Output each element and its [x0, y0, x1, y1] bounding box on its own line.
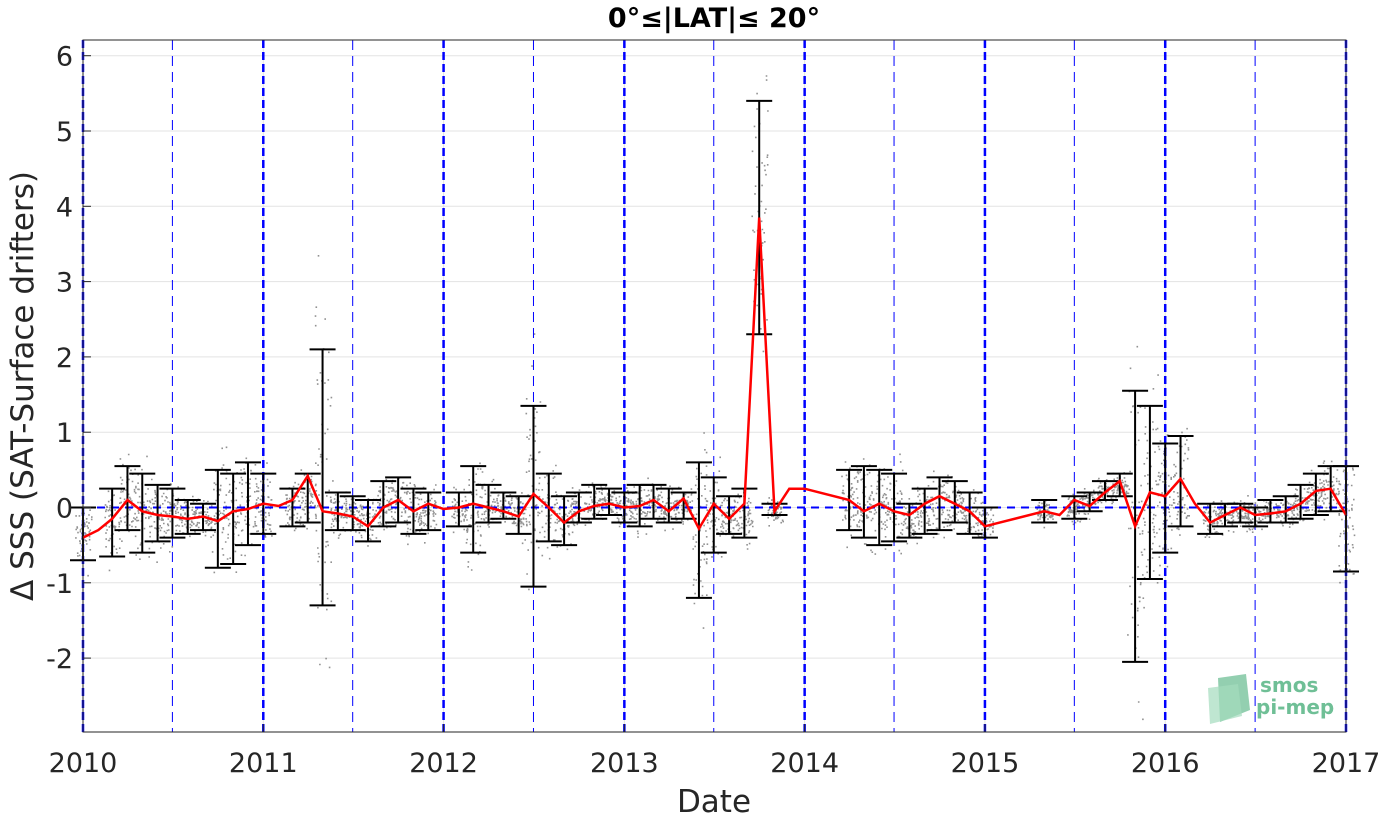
- errorbar: [956, 491, 983, 535]
- errorbar: [700, 476, 727, 554]
- errorbar: [1242, 506, 1269, 528]
- errorbar: [1272, 495, 1299, 524]
- errorbar: [1287, 483, 1314, 520]
- errorbar: [475, 483, 502, 524]
- x-tick-label: 2010: [49, 748, 118, 779]
- mean-line: [82, 217, 1348, 539]
- errorbar: [370, 480, 397, 528]
- errorbar: [339, 495, 366, 532]
- errorbar-series: [70, 99, 1359, 663]
- y-tick-label: 1: [56, 418, 73, 449]
- errorbar: [279, 487, 306, 528]
- y-tick-label: 3: [56, 268, 73, 299]
- plot-frame: [82, 39, 1347, 733]
- errorbar: [204, 468, 231, 569]
- x-tick-label: 2017: [1312, 748, 1381, 779]
- scatter-cloud: [75, 75, 1356, 721]
- errorbar: [99, 487, 126, 558]
- errorbar: [309, 348, 336, 607]
- errorbar: [581, 483, 608, 520]
- y-tick-label: -1: [46, 569, 73, 600]
- errorbar: [1152, 442, 1179, 554]
- errorbar: [234, 461, 261, 547]
- errorbar: [565, 491, 592, 524]
- errorbar: [640, 483, 667, 520]
- errorbar: [866, 468, 893, 547]
- x-tick-label: 2015: [951, 748, 1020, 779]
- y-tick-label: 0: [56, 494, 73, 525]
- x-tick-label: 2013: [590, 748, 659, 779]
- scatter-points: [75, 75, 1356, 721]
- x-axis-label: Date: [677, 784, 751, 818]
- logo-text-smos: smos: [1260, 673, 1318, 697]
- y-axis-label: Δ SSS (SAT-Surface drifters): [5, 171, 41, 601]
- y-tick-label: 6: [56, 42, 73, 73]
- y-tick-label: -2: [46, 644, 73, 675]
- errorbar: [655, 487, 682, 524]
- errorbar: [941, 480, 968, 524]
- x-tick-label: 2014: [770, 748, 839, 779]
- errorbar: [1076, 491, 1103, 513]
- errorbar: [596, 487, 623, 517]
- smos-pi-mep-logo: smos pi-mep: [1208, 673, 1334, 724]
- errorbar: [445, 491, 472, 528]
- mean-line-series: [82, 217, 1348, 539]
- x-axis-ticks: 2010 2011 2012 2013 2014 2015 2016 2017: [49, 724, 1381, 779]
- errorbar: [460, 465, 487, 554]
- errorbar: [159, 487, 186, 539]
- errorbar: [174, 498, 201, 535]
- errorbar: [415, 491, 442, 532]
- errorbar: [144, 483, 171, 543]
- errorbar: [355, 498, 382, 543]
- y-axis-ticks: -2 -1 0 1 2 3 4 5 6: [46, 42, 91, 675]
- chart-title: 0°≤|LAT|≤ 20°: [608, 3, 820, 34]
- logo-text-pi-mep: pi-mep: [1256, 695, 1334, 719]
- x-tick-label: 2011: [229, 748, 298, 779]
- errorbar: [129, 472, 156, 554]
- errorbar: [926, 476, 953, 532]
- errorbar: [114, 465, 141, 532]
- errorbar: [850, 465, 877, 539]
- errorbar: [971, 506, 998, 539]
- errorbar: [911, 487, 938, 535]
- x-tick-label: 2016: [1131, 748, 1200, 779]
- y-tick-label: 4: [56, 192, 73, 223]
- errorbar: [896, 502, 923, 539]
- errorbar: [220, 472, 247, 565]
- errorbar: [551, 495, 578, 547]
- errorbar: [716, 495, 743, 535]
- x-tick-label: 2012: [409, 748, 478, 779]
- errorbar: [1302, 472, 1329, 517]
- errorbar: [490, 491, 517, 520]
- y-tick-label: 5: [56, 117, 73, 148]
- y-tick-label: 2: [56, 343, 73, 374]
- errorbar: [881, 472, 908, 543]
